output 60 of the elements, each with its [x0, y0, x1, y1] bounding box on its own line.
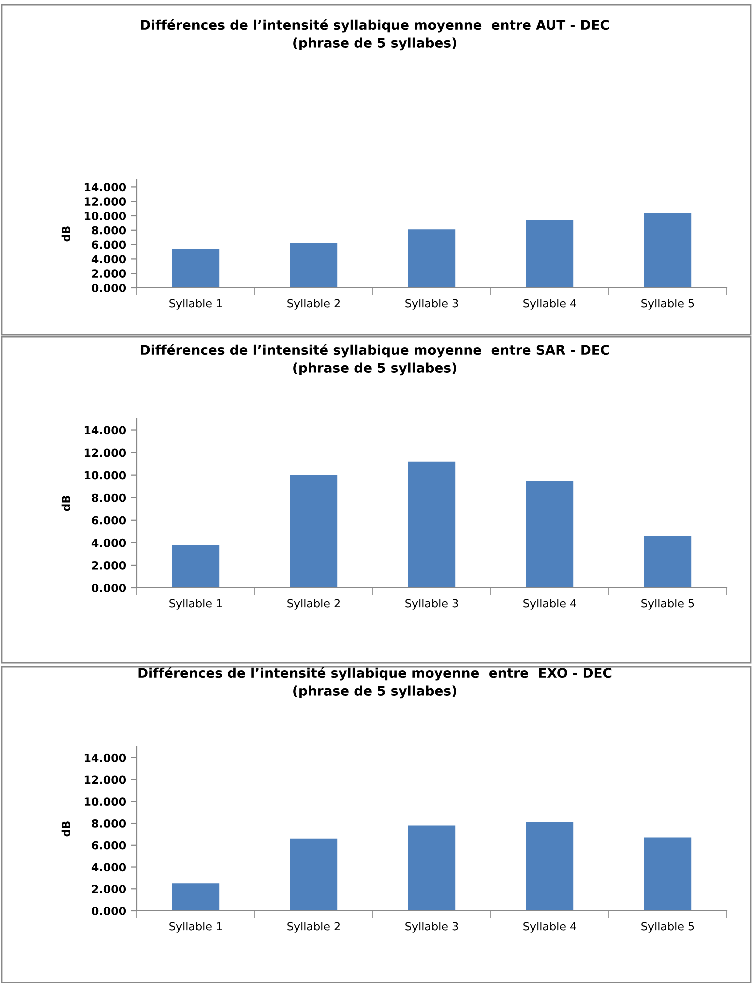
bar — [172, 249, 220, 288]
bar — [290, 243, 338, 288]
bar — [172, 884, 220, 911]
bar — [172, 545, 220, 588]
x-tick-label: Syllable 4 — [524, 922, 576, 933]
x-tick-label: Syllable 4 — [524, 599, 576, 610]
y-tick-label: 6.000 — [92, 240, 126, 250]
bar — [644, 536, 692, 588]
y-tick-label: 0.000 — [92, 906, 126, 916]
y-tick-label: 2.000 — [92, 885, 126, 894]
y-tick-label: 10.000 — [84, 212, 126, 220]
chart-title: Différences de l’intensité syllabique moyenne entre SAR - DEC (phrase de 5 syllabes) — [141, 344, 610, 376]
bar — [408, 462, 456, 588]
x-tick-label: Syllable 2 — [288, 922, 340, 933]
y-tick-label: 2.000 — [92, 561, 126, 570]
y-axis-title: dB — [62, 822, 70, 837]
y-tick-label: 12.000 — [84, 776, 126, 784]
chart-title: Différences de l’intensité syllabique moyenne entre EXO - DEC (phrase de 5 syllabes) — [138, 667, 612, 699]
y-tick-label: 12.000 — [84, 198, 126, 206]
x-tick-label: Syllable 3 — [406, 922, 458, 933]
y-tick-label: 10.000 — [84, 471, 126, 480]
bar — [644, 838, 692, 911]
y-tick-label: 0.000 — [92, 284, 126, 292]
x-tick-label: Syllable 3 — [406, 599, 458, 610]
x-tick-label: Syllable 3 — [406, 299, 458, 310]
y-tick-label: 14.000 — [84, 754, 126, 762]
x-tick-label: Syllable 1 — [170, 299, 222, 310]
bar — [526, 480, 574, 588]
chart-title: Différences de l’intensité syllabique moyenne entre AUT - DEC (phrase de 5 syllabes) — [141, 19, 610, 51]
y-tick-label: 2.000 — [92, 270, 126, 278]
y-tick-label: 8.000 — [92, 494, 126, 502]
x-tick-label: Syllable 1 — [170, 922, 222, 933]
x-tick-label: Syllable 2 — [288, 599, 340, 610]
y-tick-label: 12.000 — [84, 448, 126, 458]
x-tick-label: Syllable 5 — [642, 299, 694, 310]
bar — [408, 826, 456, 911]
y-tick-label: 14.000 — [84, 183, 126, 192]
y-tick-label: 6.000 — [92, 516, 126, 525]
y-tick-label: 6.000 — [92, 841, 126, 850]
x-tick-label: Syllable 2 — [288, 299, 340, 310]
x-tick-label: Syllable 5 — [642, 922, 694, 933]
y-tick-label: 14.000 — [84, 426, 126, 435]
x-tick-label: Syllable 5 — [642, 599, 694, 610]
y-tick-label: 0.000 — [92, 584, 126, 592]
bar — [644, 213, 692, 288]
bar — [408, 230, 456, 288]
bar — [526, 220, 574, 288]
bar — [290, 475, 338, 588]
y-axis-title: dB — [62, 226, 70, 242]
y-tick-label: 8.000 — [92, 820, 126, 828]
y-tick-label: 4.000 — [92, 538, 126, 548]
y-axis-title: dB — [62, 496, 70, 512]
y-tick-label: 8.000 — [92, 226, 126, 235]
y-tick-label: 10.000 — [84, 798, 126, 806]
bar — [290, 838, 338, 911]
x-tick-label: Syllable 1 — [170, 599, 222, 610]
bar — [526, 822, 574, 911]
x-tick-label: Syllable 4 — [524, 299, 576, 310]
y-tick-label: 4.000 — [92, 863, 126, 872]
y-tick-label: 4.000 — [92, 255, 126, 264]
